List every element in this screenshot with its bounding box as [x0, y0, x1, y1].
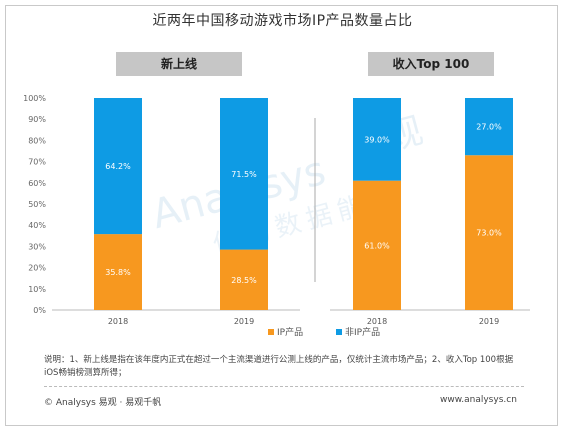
y-tick-label: 50% [28, 200, 46, 209]
y-tick-label: 70% [28, 158, 46, 167]
legend-non-ip: 非IP产品 [336, 325, 380, 338]
bar-segment [465, 98, 513, 156]
y-tick-label: 40% [28, 221, 46, 230]
data-label: 64.2% [105, 162, 131, 171]
y-tick-label: 60% [28, 179, 46, 188]
y-tick-label: 80% [28, 136, 46, 145]
x-tick-label: 2019 [479, 317, 499, 326]
footer-url: www.analysys.cn [440, 395, 517, 405]
y-tick-label: 0% [33, 306, 46, 315]
y-tick-label: 30% [28, 242, 46, 251]
data-label: 39.0% [364, 135, 390, 144]
data-label: 28.5% [231, 276, 257, 285]
data-label: 71.5% [231, 170, 257, 179]
y-tick-label: 10% [28, 285, 46, 294]
legend-ip-label: IP产品 [277, 328, 304, 338]
legend-non-ip-label: 非IP产品 [345, 328, 381, 338]
data-label: 73.0% [476, 229, 502, 238]
y-tick-label: 90% [28, 115, 46, 124]
legend-ip: IP产品 [268, 325, 303, 338]
data-label: 61.0% [364, 241, 390, 250]
data-label: 27.0% [476, 123, 502, 132]
legend-non-ip-swatch [336, 328, 342, 335]
bar-segment [353, 180, 401, 310]
x-tick-label: 2018 [367, 317, 387, 326]
footer-divider [44, 386, 524, 387]
panel-header-new-launch: 新上线 [116, 52, 242, 76]
panel-header-top100: 收入Top 100 [368, 52, 494, 76]
bar-segment [353, 98, 401, 181]
footnote: 说明：1、新上线是指在该年度内正式在超过一个主流渠道进行公测上线的产品，仅统计主… [44, 355, 514, 378]
bar-segment [220, 98, 268, 250]
y-tick-label: 100% [23, 94, 46, 103]
x-tick-label: 2018 [108, 317, 128, 326]
x-tick-label: 2019 [234, 317, 254, 326]
footer-source: © Analysys 易观 · 易观千帆 [44, 398, 162, 408]
bar-segment [94, 98, 142, 235]
chart-title: 近两年中国移动游戏市场IP产品数量占比 [152, 13, 413, 29]
data-label: 35.8% [105, 268, 131, 277]
legend-ip-swatch [268, 328, 274, 335]
y-tick-label: 20% [28, 264, 46, 273]
bar-segment [94, 234, 142, 310]
bar-segment [465, 155, 513, 310]
bar-segment [220, 249, 268, 310]
